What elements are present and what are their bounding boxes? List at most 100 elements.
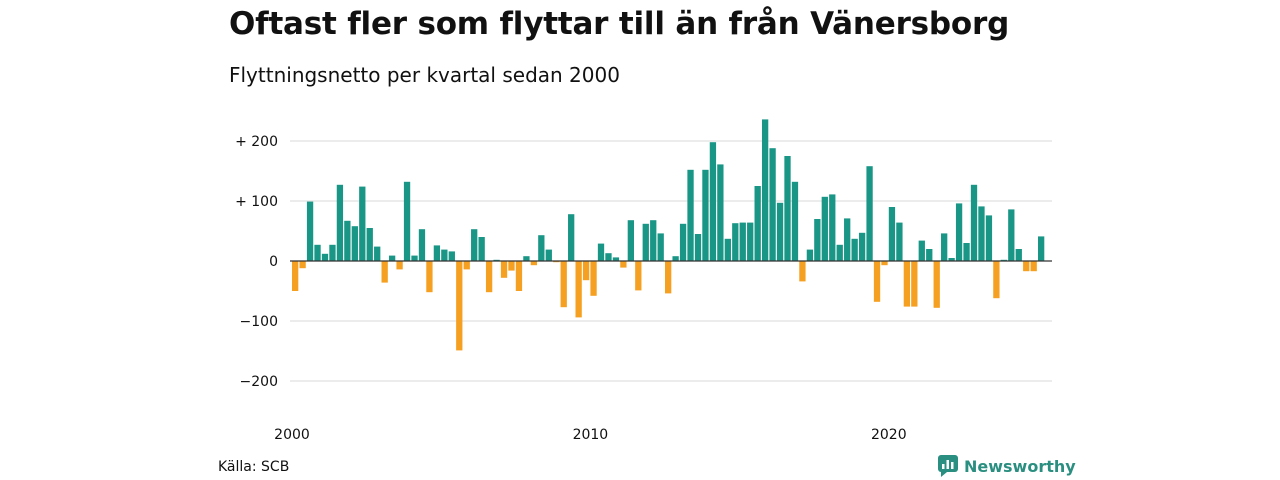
bar: [836, 244, 843, 261]
bar: [597, 243, 605, 261]
bar: [612, 257, 620, 261]
bar: [769, 148, 776, 261]
bar: [403, 181, 411, 261]
bar: [858, 232, 866, 261]
y-tick-label: + 200: [235, 134, 278, 150]
bar: [672, 256, 679, 261]
bar: [739, 222, 746, 261]
bar: [933, 261, 940, 308]
bar: [754, 186, 761, 261]
y-tick-label: −100: [240, 314, 278, 330]
bar: [881, 261, 888, 266]
bar: [575, 261, 582, 318]
chart-subtitle: Flyttningsnetto per kvartal sedan 2000: [229, 63, 620, 87]
bar: [903, 261, 911, 307]
bar: [866, 166, 873, 261]
bar: [926, 249, 933, 261]
bar: [955, 203, 963, 261]
bar: [568, 214, 575, 261]
brand-name: Newsworthy: [964, 456, 1076, 476]
bar: [299, 261, 306, 269]
y-tick-label: −200: [240, 374, 278, 390]
bar: [911, 261, 918, 307]
bar: [366, 228, 373, 261]
bar: [732, 223, 739, 261]
bar: [1030, 261, 1037, 272]
bar: [515, 261, 523, 291]
bar: [724, 238, 731, 261]
bar: [344, 220, 351, 261]
bar: [642, 223, 649, 261]
bar: [896, 222, 903, 261]
bar: [336, 184, 344, 261]
x-tick-label: 2000: [274, 427, 310, 443]
bar: [970, 184, 978, 261]
bar: [844, 218, 851, 261]
newsworthy-logo-icon: [938, 455, 958, 477]
bar: [791, 181, 799, 261]
bar: [694, 234, 702, 261]
bar: [985, 215, 993, 261]
bar: [485, 261, 493, 293]
x-tick-label: 2020: [871, 427, 907, 443]
bar: [441, 249, 448, 261]
bar: [500, 261, 508, 278]
bar: [657, 233, 664, 261]
bar: [1015, 249, 1022, 261]
y-tick-label: + 100: [235, 194, 278, 210]
bar: [941, 233, 948, 261]
bar: [650, 220, 657, 261]
source-label: Källa: SCB: [218, 459, 290, 475]
bar: [359, 186, 366, 261]
x-axis-ticks: 2000 2010 2020: [274, 427, 906, 443]
bar: [627, 220, 634, 261]
bar: [329, 244, 336, 261]
y-axis-ticks: + 200 + 100 0 −100 −200: [235, 134, 278, 390]
bar: [292, 261, 299, 291]
bar: [560, 261, 567, 308]
x-tick-label: 2010: [573, 427, 609, 443]
bar: [321, 253, 329, 261]
bar: [530, 261, 538, 266]
bar: [821, 196, 828, 261]
bar: [993, 261, 1000, 299]
bar: [665, 261, 672, 294]
bar: [582, 261, 590, 281]
bar: [374, 246, 381, 261]
bar: [381, 261, 388, 283]
bar: [314, 244, 321, 261]
grid-lines: [290, 140, 1052, 382]
bar: [1023, 261, 1030, 272]
bar: [635, 261, 642, 291]
y-tick-label: 0: [269, 254, 278, 270]
bar: [918, 240, 925, 261]
bar: [463, 261, 470, 270]
bar: [761, 119, 769, 262]
bar: [605, 253, 612, 261]
bar: [784, 156, 791, 261]
bar: [948, 258, 955, 261]
bar: [396, 261, 403, 270]
chart-title: Oftast fler som flyttar till än från Vän…: [229, 6, 1010, 42]
bar: [388, 255, 396, 261]
bar: [814, 219, 821, 261]
bar: [963, 243, 970, 261]
bar: [717, 164, 724, 261]
bar: [538, 235, 545, 261]
bar: [829, 194, 836, 261]
bar: [687, 169, 694, 261]
bar: [351, 226, 358, 261]
bar: [747, 222, 754, 261]
bar: [709, 142, 717, 261]
bar: [1038, 236, 1045, 261]
bar: [799, 261, 806, 282]
bar: [888, 207, 896, 261]
bar: [978, 206, 985, 261]
brand-logo[interactable]: Newsworthy: [938, 455, 1076, 477]
bar: [306, 201, 314, 261]
bar: [418, 229, 426, 261]
bar: [456, 261, 463, 351]
bar: [523, 256, 530, 261]
bar: [679, 223, 687, 261]
